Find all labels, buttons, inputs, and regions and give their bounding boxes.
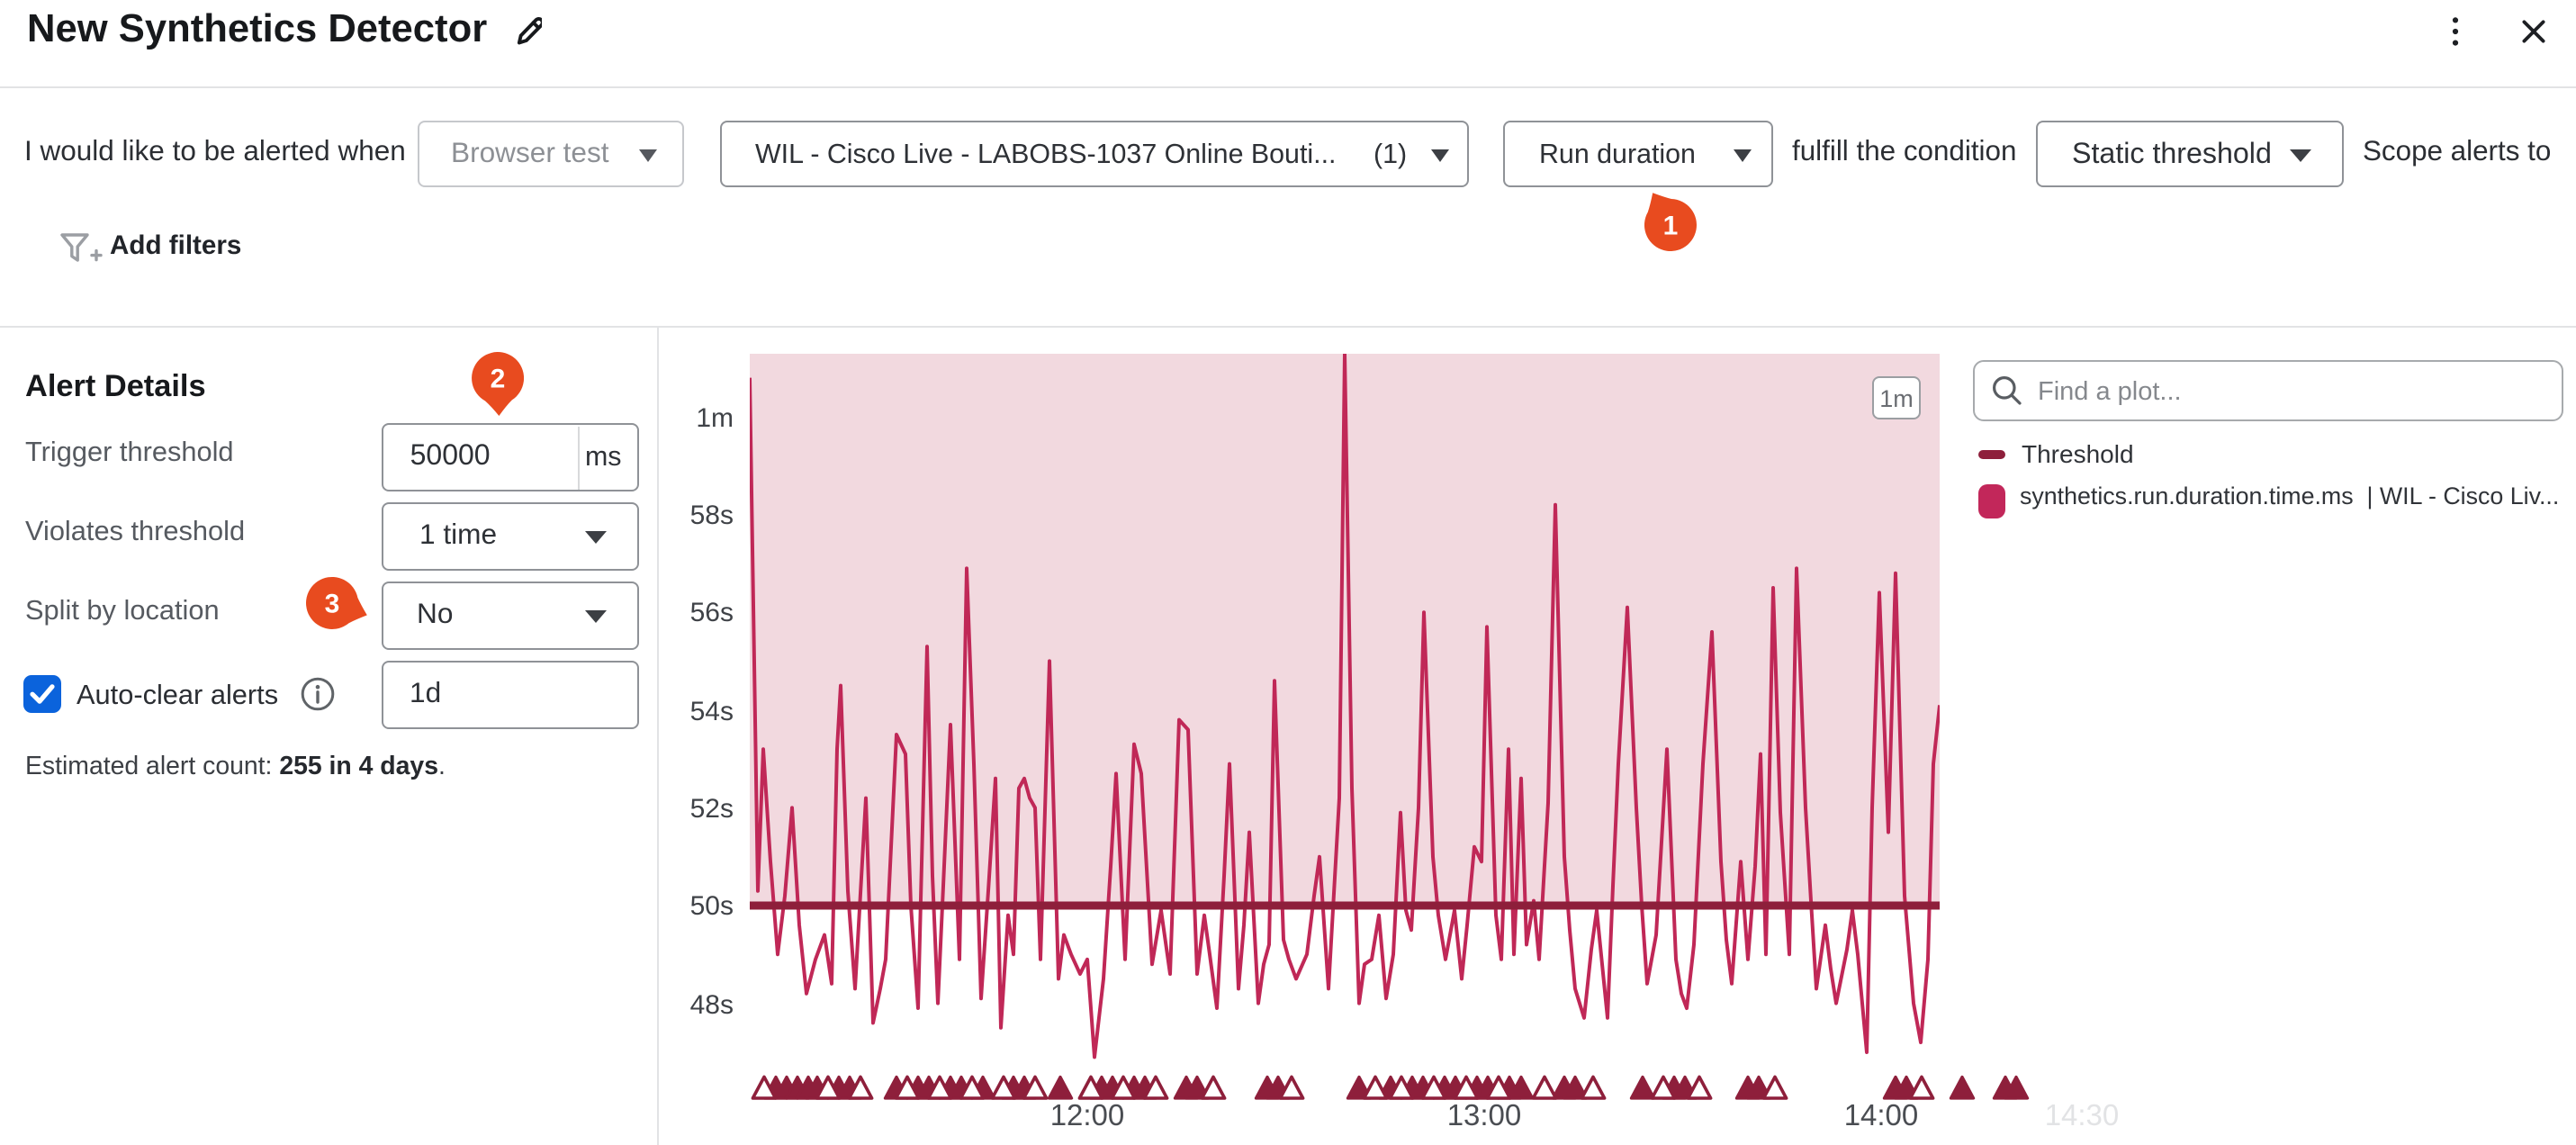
svg-text:1: 1 [1663, 212, 1679, 241]
svg-text:2: 2 [491, 365, 506, 394]
svg-text:3: 3 [325, 590, 340, 619]
